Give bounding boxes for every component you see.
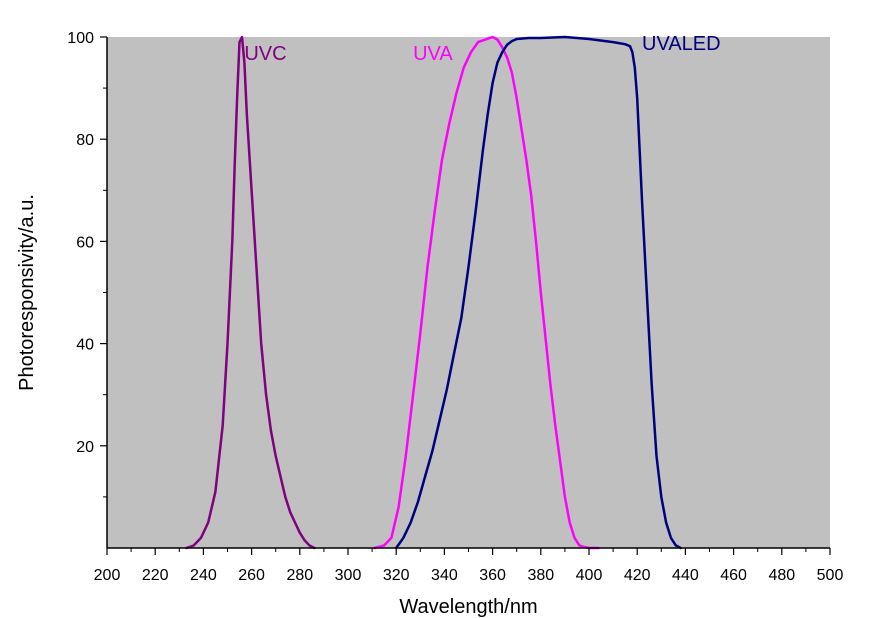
x-tick-label: 320 <box>383 567 410 584</box>
x-tick-label: 380 <box>527 567 554 584</box>
x-axis-title: Wavelength/nm <box>399 596 537 618</box>
x-tick-label: 420 <box>624 567 651 584</box>
x-tick-label: 360 <box>479 567 506 584</box>
series-label-uvaled: UVALED <box>642 33 721 55</box>
x-tick-label: 220 <box>142 567 169 584</box>
x-tick-label: 440 <box>672 567 699 584</box>
x-tick-label: 260 <box>238 567 265 584</box>
series-layer <box>185 35 682 550</box>
axes-layer: 200 220 240 260 280 300 320 340 360 380 400 420 440 4… <box>67 30 843 584</box>
x-tick-label: 280 <box>286 567 313 584</box>
y-tick-label: 60 <box>76 234 94 251</box>
series-label-uva: UVA <box>413 43 453 65</box>
x-tick-label: 240 <box>190 567 217 584</box>
y-axis-title: Photoresponsivity/a.u. <box>16 194 38 391</box>
x-tick-label: 400 <box>576 567 603 584</box>
x-tick-label: 480 <box>768 567 795 584</box>
y-tick-label: 40 <box>76 337 94 354</box>
y-tick-label: 20 <box>76 439 94 456</box>
y-tick-label: 80 <box>76 132 94 149</box>
series-line-uvaled <box>394 35 682 550</box>
x-tick-label: 340 <box>431 567 458 584</box>
series-line-uva <box>373 35 600 550</box>
series-line-uvc <box>185 35 316 550</box>
x-tick-label: 300 <box>335 567 362 584</box>
y-tick-label: 100 <box>67 30 94 47</box>
labels-layer: UVC UVA UVALED <box>244 33 720 65</box>
x-tick-label: 200 <box>94 567 121 584</box>
plot-background <box>107 37 830 548</box>
x-tick-label: 500 <box>817 567 844 584</box>
series-label-uvc: UVC <box>244 43 286 65</box>
x-tick-label: 460 <box>720 567 747 584</box>
